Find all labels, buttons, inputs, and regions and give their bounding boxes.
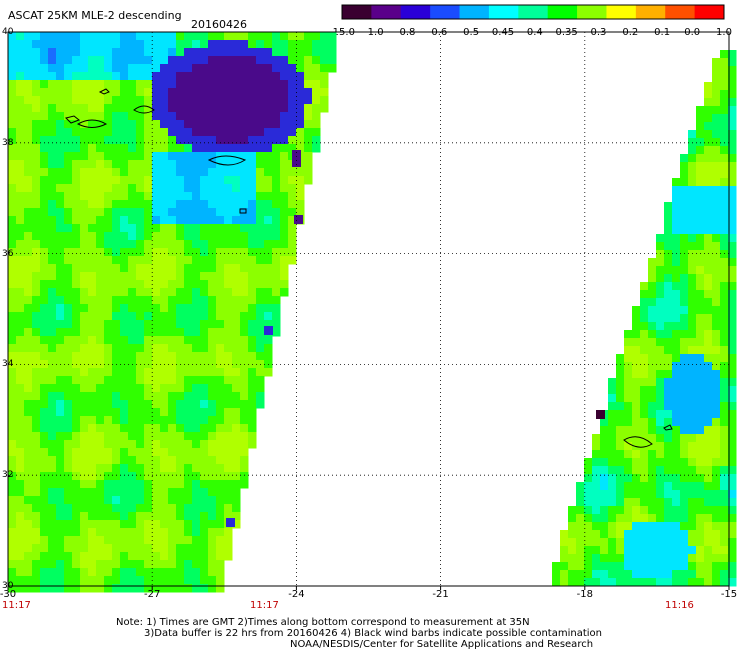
note-line-1: Note: 1) Times are GMT 2)Times along bot… bbox=[116, 617, 530, 628]
y-tick-label: 30 bbox=[2, 581, 14, 591]
coastline-outlines bbox=[65, 88, 673, 448]
y-tick-label: 40 bbox=[2, 27, 14, 37]
island-outline bbox=[207, 155, 247, 166]
x-tick-label: -27 bbox=[144, 589, 161, 600]
island-outline bbox=[133, 105, 155, 114]
colorbar-segment bbox=[488, 5, 519, 19]
colorbar-segment bbox=[577, 5, 607, 19]
colorbar-frame bbox=[341, 4, 725, 20]
x-tick-label: -18 bbox=[576, 589, 593, 600]
x-tick-label: -30 bbox=[0, 589, 17, 600]
x-tick-label: -21 bbox=[432, 589, 449, 600]
colorbar-segment bbox=[635, 5, 666, 19]
wind-cell-outlier bbox=[226, 518, 235, 527]
tick-marks bbox=[7, 586, 730, 590]
product-date: 20160426 bbox=[191, 18, 247, 31]
y-tick-label: 36 bbox=[2, 248, 14, 259]
swath-time-left: 11:17 bbox=[2, 600, 31, 611]
wind-cell-outlier bbox=[294, 215, 303, 224]
map-frame bbox=[7, 31, 730, 587]
note-line-3: NOAA/NESDIS/Center for Satellite Applica… bbox=[290, 639, 594, 650]
colorbar-segment bbox=[371, 5, 402, 19]
y-tick-label: 32 bbox=[2, 470, 14, 481]
y-tick-label: 34 bbox=[2, 359, 14, 370]
island-outline bbox=[623, 436, 653, 448]
island-outline bbox=[65, 115, 80, 124]
colorbar-segment bbox=[518, 5, 549, 19]
product-title: ASCAT 25KM MLE-2 descending bbox=[8, 9, 182, 22]
island-outline bbox=[76, 119, 108, 128]
colorbar-segment bbox=[665, 5, 696, 19]
wind-field-cells bbox=[8, 32, 737, 593]
wind-cell-outlier bbox=[292, 158, 301, 167]
swath-time-right: 11:16 bbox=[665, 600, 694, 611]
colorbar-segment bbox=[606, 5, 637, 19]
wind-cell-outlier bbox=[596, 410, 605, 419]
swath-time-middle: 11:17 bbox=[250, 600, 279, 611]
island-outline bbox=[239, 208, 247, 214]
colorbar-segment bbox=[547, 5, 578, 19]
grid-lines bbox=[8, 32, 729, 586]
colorbar-segment bbox=[400, 5, 431, 19]
colorbar-segment bbox=[342, 5, 372, 19]
colorbar-segment bbox=[459, 5, 490, 19]
wind-cell-outlier bbox=[292, 150, 301, 159]
x-tick-label: -24 bbox=[288, 589, 305, 600]
island-outline bbox=[98, 88, 110, 95]
colorbar-segment bbox=[430, 5, 461, 19]
x-tick-label: -15 bbox=[720, 589, 738, 600]
y-tick-label: 38 bbox=[2, 137, 14, 148]
wind-cell-outlier bbox=[264, 326, 273, 335]
note-line-2: 3)Data buffer is 22 hrs from 20160426 4)… bbox=[144, 628, 602, 639]
island-outline bbox=[663, 424, 673, 431]
colorbar-segment bbox=[694, 5, 725, 19]
